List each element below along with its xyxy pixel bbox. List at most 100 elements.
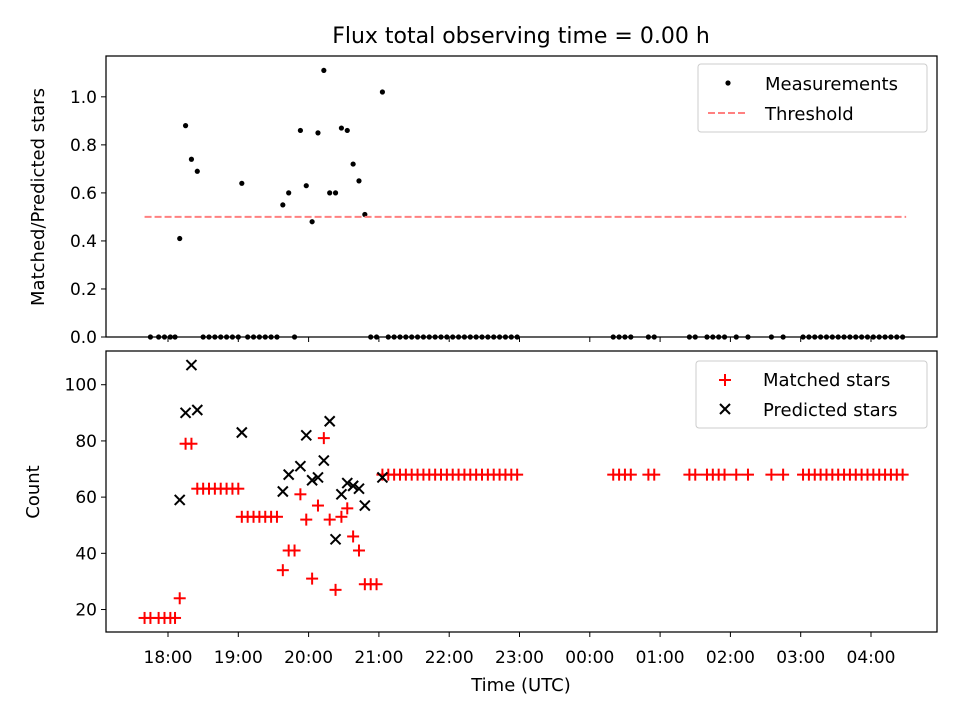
x-tick-label: 22:00	[425, 648, 474, 668]
bottom-legend: Matched stars Predicted stars	[695, 360, 928, 429]
matched-star-point	[341, 502, 354, 515]
x-tick-label: 18:00	[144, 648, 193, 668]
top-panel: 0.0 0.2 0.4 0.6 0.8 1.0 Matched/Predicted sta…	[28, 55, 938, 348]
matched-star-point	[323, 513, 336, 526]
matched-star-point	[370, 578, 383, 591]
bottom-panel: 20 40 60 80 100 18:00 19:00 20:00 21:00 22:00 23:…	[23, 350, 938, 668]
bottom-plot-marks	[138, 359, 909, 624]
predicted-star-point	[376, 471, 389, 484]
matched-star-point	[317, 432, 330, 445]
legend-matched-marker	[719, 374, 731, 386]
matched-star-point	[730, 468, 743, 481]
legend-measurements-marker	[725, 80, 731, 86]
x-tick-label: 20:00	[284, 648, 333, 668]
predicted-star-point	[318, 454, 330, 467]
predicted-star-point	[294, 460, 307, 472]
predicted-star-point	[353, 482, 365, 495]
matched-star-point	[718, 468, 731, 481]
matched-star-point	[777, 468, 790, 481]
top-y-tick-label: 1.0	[70, 88, 97, 108]
bottom-y-tick-label: 80	[75, 432, 97, 452]
matched-star-point	[896, 468, 909, 481]
measurement-point	[303, 183, 309, 189]
matched-star-point	[185, 437, 198, 450]
predicted-star-point	[341, 477, 353, 489]
predicted-star-point	[185, 359, 198, 371]
bottom-y-tick-label: 100	[65, 376, 97, 396]
top-axes-frame	[105, 55, 938, 338]
measurement-point	[350, 161, 356, 167]
measurement-point	[356, 178, 362, 184]
predicted-star-point	[282, 468, 295, 481]
x-tick-label: 19:00	[214, 648, 263, 668]
measurement-point	[321, 67, 327, 74]
matched-star-point	[352, 544, 365, 557]
predicted-star-point	[347, 480, 359, 492]
matched-star-point	[288, 544, 301, 557]
measurement-point	[327, 190, 333, 196]
matched-star-point	[511, 468, 524, 481]
x-tick-label: 04:00	[847, 648, 896, 668]
predicted-star-point	[329, 533, 342, 545]
top-x-ticks	[167, 337, 872, 342]
bottom-y-ticks: 20 40 60 80 100	[65, 376, 106, 621]
measurement-point	[182, 123, 189, 129]
measurement-point	[309, 219, 315, 225]
predicted-star-point	[277, 485, 289, 498]
matched-star-point	[335, 510, 348, 523]
matched-star-point	[169, 611, 182, 624]
matched-star-point	[306, 572, 319, 585]
predicted-star-point	[191, 404, 203, 416]
measurement-point	[297, 127, 303, 134]
matched-star-point	[300, 513, 313, 526]
top-y-ticks: 0.0 0.2 0.4 0.6 0.8 1.0	[70, 88, 106, 348]
predicted-star-point	[179, 407, 192, 419]
x-tick-label: 01:00	[636, 648, 685, 668]
predicted-star-point	[312, 471, 324, 484]
predicted-star-point	[174, 494, 186, 506]
top-y-axis-label: Matched/Predicted stars	[28, 88, 49, 306]
x-tick-label: 03:00	[776, 648, 825, 668]
bottom-axes-frame	[105, 350, 938, 633]
bottom-y-tick-label: 40	[75, 544, 97, 564]
measurement-point	[188, 156, 195, 162]
bottom-y-tick-label: 20	[75, 601, 97, 621]
x-tick-label: 02:00	[706, 648, 755, 668]
bottom-x-ticks: 18:00 19:00 20:00 21:00 22:00 23:00 00:00 01:00…	[144, 632, 896, 668]
top-y-tick-label: 0.6	[70, 184, 97, 204]
x-tick-label: 00:00	[565, 648, 614, 668]
legend-matched-label: Matched stars	[763, 370, 890, 391]
measurement-point	[315, 130, 321, 136]
bottom-y-axis-label: Count	[23, 465, 44, 518]
matched-star-point	[276, 564, 289, 577]
top-y-tick-label: 0.0	[70, 328, 97, 348]
predicted-star-point	[300, 429, 312, 442]
matched-star-point	[232, 482, 245, 495]
matched-star-point	[624, 468, 637, 481]
matched-star-point	[347, 530, 360, 543]
measurement-point	[280, 202, 286, 208]
measurement-point	[362, 211, 368, 218]
measurement-point	[379, 89, 386, 95]
measurement-point	[332, 190, 339, 196]
measurement-point	[286, 190, 292, 196]
matched-star-point	[648, 468, 661, 481]
measurement-point	[338, 125, 345, 131]
bottom-y-tick-label: 60	[75, 488, 97, 508]
matched-star-point	[765, 468, 778, 481]
x-tick-label: 23:00	[495, 648, 544, 668]
top-y-tick-label: 0.8	[70, 136, 97, 156]
predicted-star-point	[335, 488, 348, 501]
chart-title: Flux total observing time = 0.00 h	[332, 24, 710, 49]
predicted-star-point	[359, 499, 371, 512]
top-y-tick-label: 0.2	[70, 280, 97, 300]
predicted-star-point	[323, 415, 336, 427]
measurement-point	[194, 168, 200, 174]
matched-star-point	[173, 592, 186, 605]
legend-threshold-label: Threshold	[764, 104, 854, 125]
measurement-point	[177, 235, 183, 242]
matched-star-point	[689, 468, 702, 481]
measurement-point	[239, 180, 245, 186]
predicted-star-point	[236, 426, 248, 439]
